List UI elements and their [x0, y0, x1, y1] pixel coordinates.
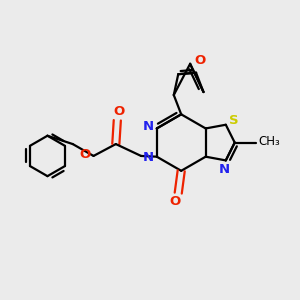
Text: N: N	[143, 151, 154, 164]
Text: O: O	[113, 106, 124, 118]
Text: O: O	[79, 148, 90, 161]
Text: CH₃: CH₃	[258, 135, 280, 148]
Text: N: N	[219, 163, 230, 176]
Text: S: S	[229, 114, 239, 127]
Text: O: O	[169, 195, 181, 208]
Text: O: O	[194, 54, 205, 67]
Text: N: N	[142, 121, 153, 134]
